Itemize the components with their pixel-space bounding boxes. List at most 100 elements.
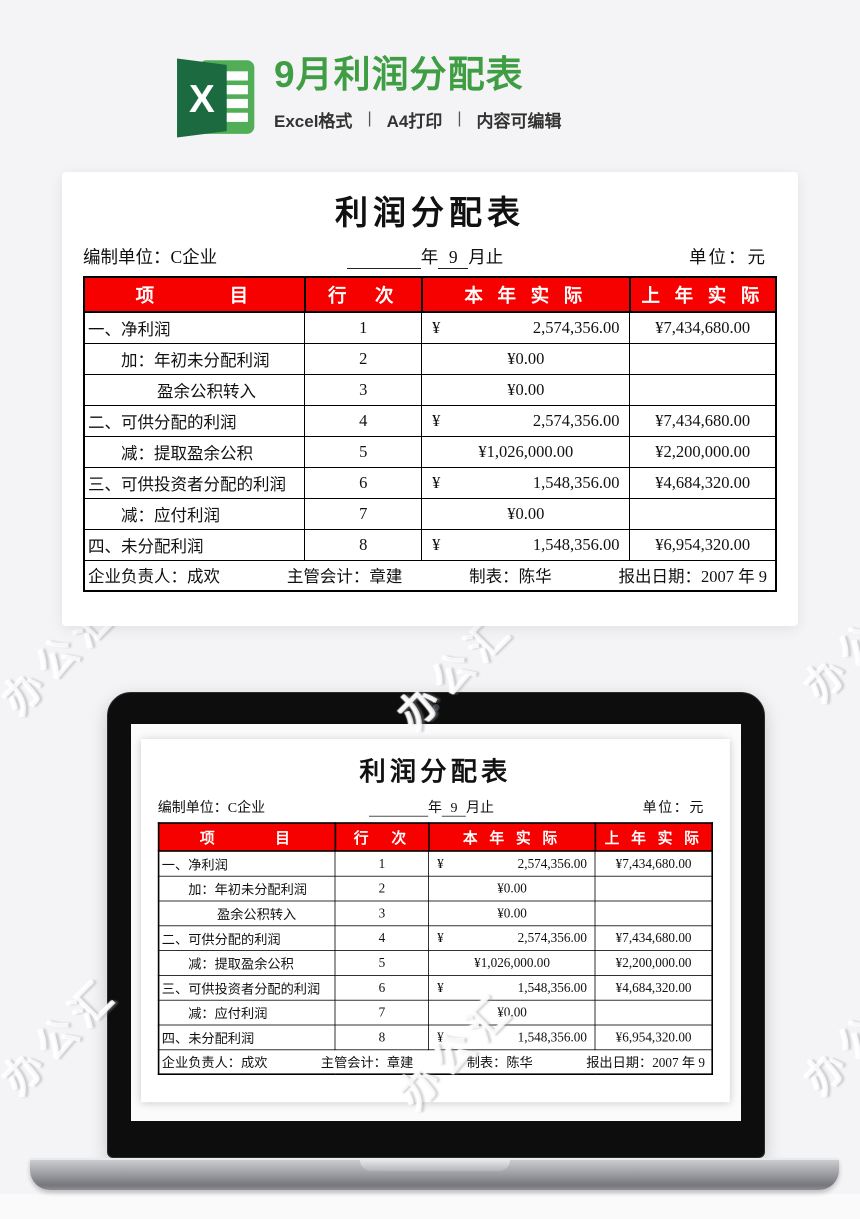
row-previous — [629, 342, 777, 375]
row-previous — [594, 900, 713, 926]
period: 年 9 月止 — [368, 797, 494, 817]
row-current: ¥1,548,356.00 — [421, 528, 631, 561]
sheet-title: 利润分配表 — [359, 758, 512, 787]
sheet-info-line: 编制单位：C企业 年 9 月止 单位：元 — [158, 797, 713, 817]
row-line-no: 2 — [304, 342, 423, 375]
profit-sheet: 利润分配表 编制单位：C企业 年 9 月止 单位：元 项 目 行 次 本 年 实 际… — [62, 186, 798, 592]
laptop-base-notch — [359, 1158, 510, 1171]
prepared-by: 编制单位：C企业 — [157, 799, 266, 815]
row-current: ¥2,574,356.00 — [428, 850, 596, 877]
row-current: ¥2,574,356.00 — [421, 404, 631, 437]
row-line-no: 4 — [334, 925, 430, 951]
footer-row: 企业负责人：成欢 主管会计：章建 制表：陈华 报出日期：2007 年 9 — [83, 559, 777, 592]
row-item: 加：年初未分配利润 — [83, 342, 306, 375]
unit-label: 单位：元 — [689, 247, 767, 267]
sheet-info-line: 编制单位：C企业 年 9 月止 单位：元 — [83, 244, 777, 269]
row-line-no: 6 — [304, 466, 423, 499]
col-header-previous: 上 年 实 际 — [594, 822, 714, 852]
prepared-by: 编制单位：C企业 — [83, 247, 218, 267]
row-current: ¥0.00 — [421, 342, 631, 375]
row-line-no: 7 — [334, 999, 430, 1025]
row-current: ¥1,548,356.00 — [428, 974, 596, 1001]
table-row: 盈余公积转入 3 ¥0.00 — [158, 900, 713, 926]
row-previous: ¥6,954,320.00 — [594, 1024, 713, 1050]
row-previous: ¥4,684,320.00 — [594, 974, 713, 1001]
row-previous: ¥7,434,680.00 — [629, 311, 777, 344]
report-date: 报出日期：2007 年 9 — [618, 567, 767, 587]
month-value: 9 — [438, 247, 469, 269]
year-blank — [368, 801, 428, 817]
template-preview-card: 利润分配表 编制单位：C企业 年 9 月止 单位：元 项 目 行 次 本 年 实 际… — [62, 172, 798, 626]
laptop-base — [30, 1158, 839, 1190]
accountant-signature: 主管会计：章建 — [320, 1055, 414, 1071]
row-previous — [594, 875, 713, 901]
table-row: 加：年初未分配利润 2 ¥0.00 — [83, 342, 777, 375]
table-row: 盈余公积转入 3 ¥0.00 — [83, 373, 777, 406]
row-previous — [594, 999, 713, 1025]
col-header-current: 本 年 实 际 — [420, 276, 631, 313]
col-header-current: 本 年 实 际 — [427, 822, 597, 852]
table-row: 四、未分配利润 8 ¥1,548,356.00 ¥6,954,320.00 — [158, 1024, 713, 1050]
month-value: 9 — [442, 799, 466, 817]
page-title: 9月利润分配表 — [274, 54, 524, 95]
row-current: ¥2,574,356.00 — [428, 925, 596, 951]
row-item: 四、未分配利润 — [158, 1024, 336, 1050]
watermark: 办公汇 — [796, 970, 860, 1104]
row-current: ¥1,026,000.00 — [428, 949, 596, 976]
table-row: 一、净利润 1 ¥2,574,356.00 ¥7,434,680.00 — [158, 850, 713, 877]
row-item: 二、可供分配的利润 — [158, 925, 336, 951]
row-line-no: 7 — [304, 497, 423, 530]
year-label: 年 — [420, 247, 439, 267]
laptop-screen: 利润分配表 编制单位：C企业 年 9 月止 单位：元 — [131, 724, 741, 1121]
row-previous: ¥7,434,680.00 — [594, 925, 713, 951]
table-row: 三、可供投资者分配的利润 6 ¥1,548,356.00 ¥4,684,320.… — [158, 974, 713, 1001]
table-row: 减：应付利润 7 ¥0.00 — [83, 497, 777, 530]
row-line-no: 8 — [304, 528, 423, 561]
footer-row: 企业负责人：成欢 主管会计：章建 制表：陈华 报出日期：2007 年 9 — [158, 1049, 713, 1075]
preparer-signature: 制表：陈华 — [466, 1055, 533, 1071]
table-row: 减：提取盈余公积 5 ¥1,026,000.00 ¥2,200,000.00 — [158, 949, 713, 976]
accountant-signature: 主管会计：章建 — [286, 567, 403, 587]
table-row: 二、可供分配的利润 4 ¥2,574,356.00 ¥7,434,680.00 — [158, 925, 713, 951]
row-line-no: 4 — [304, 404, 423, 437]
col-header-line: 行 次 — [303, 276, 423, 313]
row-item: 盈余公积转入 — [158, 900, 336, 926]
row-item: 三、可供投资者分配的利润 — [83, 466, 306, 499]
row-item: 一、净利润 — [83, 311, 306, 344]
row-item: 二、可供分配的利润 — [83, 404, 306, 437]
row-current: ¥2,574,356.00 — [421, 311, 631, 344]
row-line-no: 2 — [334, 875, 430, 901]
header-row: 项 目 行 次 本 年 实 际 上 年 实 际 — [83, 276, 778, 313]
feature-format: Excel格式 — [274, 111, 353, 131]
table-row: 二、可供分配的利润 4 ¥2,574,356.00 ¥7,434,680.00 — [83, 404, 777, 437]
laptop-sheet-card: 利润分配表 编制单位：C企业 年 9 月止 单位：元 — [141, 739, 730, 1103]
table-row: 加：年初未分配利润 2 ¥0.00 — [158, 875, 713, 901]
sheet-title: 利润分配表 — [335, 196, 525, 232]
divider: | — [457, 110, 462, 128]
row-current: ¥0.00 — [428, 875, 596, 901]
row-previous: ¥2,200,000.00 — [594, 949, 713, 976]
col-header-item: 项 目 — [83, 276, 306, 313]
row-previous: ¥7,434,680.00 — [594, 850, 713, 877]
year-blank — [346, 249, 421, 269]
camera-dot-icon — [432, 704, 440, 711]
manager-signature: 企业负责人：成欢 — [161, 1055, 268, 1071]
row-line-no: 1 — [334, 850, 430, 877]
row-item: 减：应付利润 — [83, 497, 306, 530]
feature-list: Excel格式 | A4打印 | 内容可编辑 — [274, 107, 561, 132]
row-previous: ¥6,954,320.00 — [629, 528, 777, 561]
row-item: 加：年初未分配利润 — [158, 875, 336, 901]
row-current: ¥1,548,356.00 — [421, 466, 631, 499]
excel-logo-icon: X — [177, 58, 255, 138]
col-header-line: 行 次 — [334, 822, 430, 852]
report-date: 报出日期：2007 年 9 — [586, 1055, 705, 1071]
row-item: 盈余公积转入 — [83, 373, 306, 406]
row-line-no: 5 — [304, 435, 423, 468]
row-previous: ¥2,200,000.00 — [629, 435, 777, 468]
row-line-no: 5 — [334, 949, 430, 976]
header-row: 项 目 行 次 本 年 实 际 上 年 实 际 — [157, 822, 714, 852]
row-current: ¥0.00 — [421, 373, 631, 406]
header-text-block: 9月利润分配表 Excel格式 | A4打印 | 内容可编辑 — [274, 54, 561, 132]
feature-print: A4打印 — [386, 111, 443, 131]
page-bottom-strip — [0, 1194, 860, 1219]
